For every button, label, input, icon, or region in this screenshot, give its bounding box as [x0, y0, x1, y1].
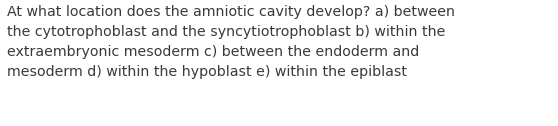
- Text: At what location does the amniotic cavity develop? a) between
the cytotrophoblas: At what location does the amniotic cavit…: [7, 5, 455, 79]
